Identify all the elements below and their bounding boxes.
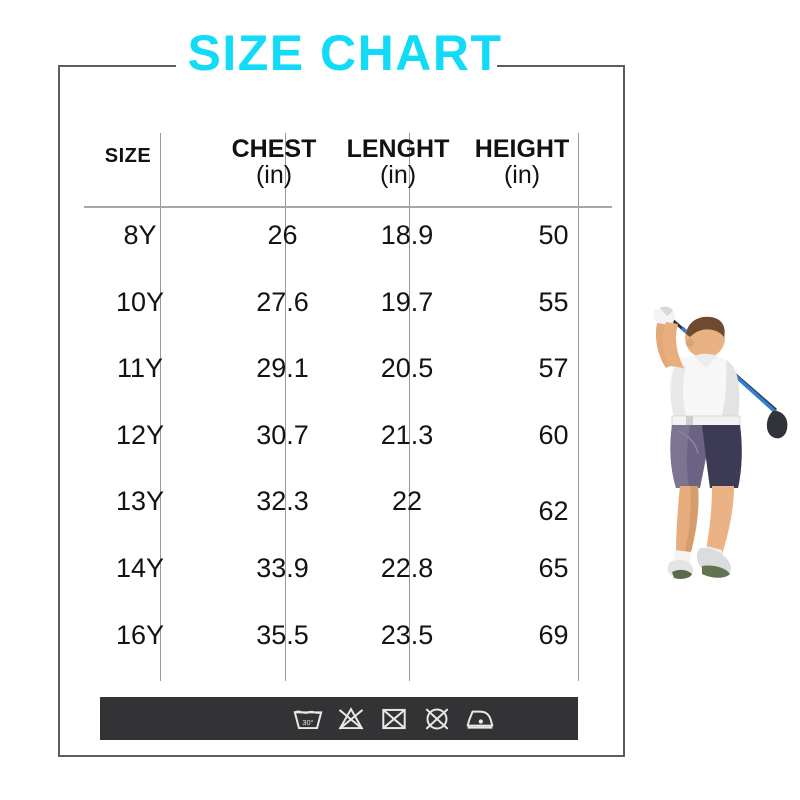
wash-temperature-label: 30° [302,717,313,726]
wash-30-icon: 30° [293,709,323,729]
do-not-dry-clean-icon [425,707,449,730]
column-header-height-label: HEIGHT [474,135,570,163]
column-header-size-label: SIZE [104,145,152,167]
frame-top-right-segment [497,65,625,67]
column-header-height: HEIGHT (in) [412,135,632,189]
frame-top-left-segment [58,65,176,67]
cell-length: 23.5 [380,619,434,650]
boy-golfer-photo [653,306,788,579]
column-header-length-label: LENGHT [346,135,450,163]
cell-chest: 29.1 [256,353,309,384]
table-row: 12Y 30.7 21.3 60 [60,413,625,480]
column-header-chest-unit: (in) [255,160,293,189]
table-row: 14Y 33.9 22.8 65 [60,546,625,613]
cell-size: 10Y [115,286,165,317]
cell-height: 55 [538,286,569,317]
column-header-size: SIZE [78,146,178,166]
do-not-tumble-dry-icon [382,708,406,729]
cell-length: 18.9 [380,220,434,250]
cell-length: 22 [391,486,423,517]
table-body: 8Y 26 18.9 50 10Y 27.6 19.7 55 11Y 29.1 … [60,213,625,679]
header-underline [84,206,612,208]
table-row: 13Y 32.3 22 62 [60,479,625,546]
cell-chest: 30.7 [256,419,309,450]
cell-chest: 32.3 [256,486,309,517]
cell-length: 19.7 [380,286,434,317]
cell-height: 65 [538,552,569,583]
cell-size: 16Y [115,619,165,650]
frame-left-edge [58,65,60,757]
page-title: SIZE CHART [187,25,503,81]
cell-size: 13Y [115,486,165,517]
cell-chest: 35.5 [256,619,309,650]
cell-height: 62 [538,496,569,527]
cell-height: 50 [538,220,569,250]
frame-bottom-edge [58,755,625,757]
column-divider-3 [409,133,410,681]
column-header-chest: CHEST (in) [164,135,384,189]
column-header-height-unit: (in) [503,160,541,189]
care-symbols-bar: 30° [100,697,578,740]
cell-length: 20.5 [380,353,434,384]
column-divider-4 [578,133,579,681]
column-header-length: LENGHT (in) [288,135,508,189]
cell-size: 8Y [123,220,157,250]
table-row: 10Y 27.6 19.7 55 [60,280,625,347]
cell-length: 22.8 [380,552,434,583]
iron-low-icon [466,710,494,729]
cell-chest: 27.6 [256,286,309,317]
table-row: 16Y 35.5 23.5 69 [60,613,625,680]
cell-height: 57 [538,353,569,384]
cell-chest: 33.9 [256,552,309,583]
frame-right-edge [623,65,625,757]
cell-chest: 26 [267,220,298,250]
table-row: 8Y 26 18.9 50 [60,213,625,280]
cell-height: 69 [538,619,569,650]
column-header-chest-label: CHEST [231,135,317,163]
table-header-row: SIZE CHEST (in) LENGHT (in) HEIGHT (in) [60,130,625,204]
column-divider-2 [285,133,286,681]
cell-size: 14Y [115,552,165,583]
cell-size: 12Y [115,419,165,450]
cell-length: 21.3 [380,419,434,450]
cell-size: 11Y [116,353,164,384]
do-not-bleach-icon [338,706,364,730]
column-header-length-unit: (in) [379,160,417,189]
column-divider-1 [160,133,161,681]
cell-height: 60 [538,419,569,450]
table-row: 11Y 29.1 20.5 57 [60,346,625,413]
